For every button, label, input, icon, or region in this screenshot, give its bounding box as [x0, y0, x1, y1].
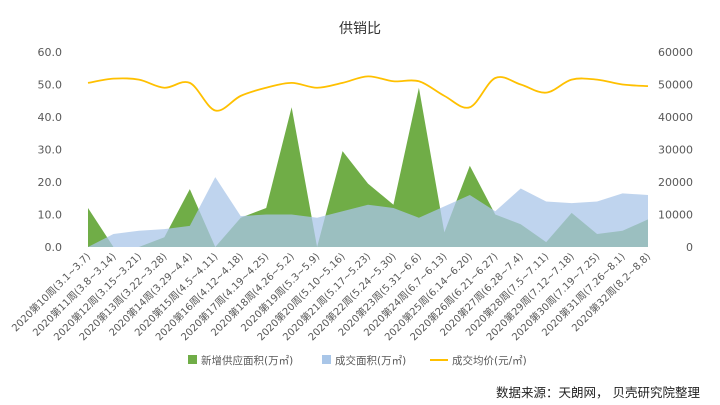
- left-tick-label: 20.0: [38, 176, 63, 189]
- series-2-point: [469, 194, 470, 195]
- series-1-point: [215, 246, 216, 247]
- series-2-area: [88, 177, 648, 247]
- series-2-point: [596, 201, 597, 202]
- series-3-point: [571, 79, 572, 80]
- lines-layer: [87, 75, 649, 112]
- x-axis: 2020第10周(3.1~3.7)2020第11周(3.8~3.14)2020第…: [9, 250, 653, 343]
- series-1-point: [113, 246, 114, 247]
- series-3-point: [189, 82, 190, 83]
- right-tick-label: 40000: [658, 111, 693, 124]
- left-tick-label: 10.0: [38, 209, 63, 222]
- right-axis: 0 10000 20000 30000 40000 50000 60000: [658, 46, 693, 254]
- series-2-point: [215, 177, 216, 178]
- series-3-point: [520, 84, 521, 85]
- left-tick-label: 0.0: [45, 241, 63, 254]
- series-3-point: [418, 81, 419, 82]
- series-2-point: [316, 217, 317, 218]
- series-3-point: [215, 110, 216, 111]
- series-3-point: [113, 78, 114, 79]
- series-1-point: [342, 151, 343, 152]
- series-3-point: [291, 82, 292, 83]
- right-tick-label: 10000: [658, 209, 693, 222]
- series-2-point: [495, 211, 496, 212]
- series-2-point: [164, 229, 165, 230]
- chart-title: 供销比: [339, 21, 381, 37]
- series-2-point: [647, 194, 648, 195]
- series-2-point: [393, 207, 394, 208]
- series-3-line: [87, 75, 649, 112]
- left-tick-label: 30.0: [38, 144, 63, 157]
- series-3-point: [240, 95, 241, 96]
- legend-label: 成交均价(元/㎡): [452, 354, 527, 367]
- series-2-point: [444, 206, 445, 207]
- series-3-point: [87, 82, 88, 83]
- series-1-point: [418, 87, 419, 88]
- series-1-point: [266, 207, 267, 208]
- series-3-point: [164, 87, 165, 88]
- legend-label: 新增供应面积(万㎡): [201, 354, 293, 367]
- series-3-point: [469, 107, 470, 108]
- series-2-point: [520, 188, 521, 189]
- series-1-point: [164, 237, 165, 238]
- series-1-point: [367, 183, 368, 184]
- series-1-point: [316, 246, 317, 247]
- series-1-point: [87, 207, 88, 208]
- series-2-point: [138, 230, 139, 231]
- right-tick-label: 0: [686, 241, 693, 254]
- areas-layer: [88, 87, 648, 247]
- series-1-point: [469, 165, 470, 166]
- series-2-point: [546, 201, 547, 202]
- series-3-point: [495, 77, 496, 78]
- legend-swatch: [322, 355, 331, 364]
- right-tick-label: 20000: [658, 176, 693, 189]
- right-tick-label: 60000: [658, 46, 693, 59]
- series-3-point: [393, 81, 394, 82]
- series-1-point: [495, 214, 496, 215]
- left-tick-label: 60.0: [38, 46, 63, 59]
- series-3-point: [546, 92, 547, 93]
- series-2-point: [189, 225, 190, 226]
- series-1-point: [622, 230, 623, 231]
- left-axis: 0.0 10.0 20.0 30.0 40.0 50.0 60.0: [38, 46, 63, 254]
- series-1-point: [444, 232, 445, 233]
- series-1-point: [520, 224, 521, 225]
- series-2-point: [622, 193, 623, 194]
- series-1-point: [596, 233, 597, 234]
- legend: 新增供应面积(万㎡) 成交面积(万㎡) 成交均价(元/㎡): [188, 354, 527, 367]
- series-3-point: [444, 95, 445, 96]
- series-2-point: [113, 233, 114, 234]
- series-2-point: [291, 214, 292, 215]
- series-1-point: [393, 204, 394, 205]
- series-1-point: [138, 246, 139, 247]
- series-2-point: [571, 203, 572, 204]
- series-3-point: [266, 87, 267, 88]
- series-2-point: [87, 246, 88, 247]
- series-3-point: [316, 87, 317, 88]
- series-1-point: [546, 242, 547, 243]
- series-2-point: [342, 211, 343, 212]
- series-3-point: [138, 79, 139, 80]
- series-1-point: [571, 212, 572, 213]
- series-3-point: [647, 86, 648, 87]
- right-tick-label: 30000: [658, 144, 693, 157]
- series-1-point: [189, 189, 190, 190]
- legend-label: 成交面积(万㎡): [335, 354, 406, 367]
- left-tick-label: 40.0: [38, 111, 63, 124]
- series-1-point: [240, 217, 241, 218]
- series-2-point: [266, 214, 267, 215]
- series-3-point: [367, 76, 368, 77]
- right-tick-label: 50000: [658, 79, 693, 92]
- series-2-point: [240, 216, 241, 217]
- series-1-point: [647, 219, 648, 220]
- series-3-point: [596, 79, 597, 80]
- series-3-point: [342, 82, 343, 83]
- left-tick-label: 50.0: [38, 79, 63, 92]
- series-1-point: [291, 107, 292, 108]
- series-3-point: [622, 84, 623, 85]
- series-2-point: [418, 217, 419, 218]
- source-note: 数据来源：天朗网， 贝壳研究院整理: [496, 385, 700, 400]
- legend-swatch: [188, 355, 197, 364]
- series-2-point: [367, 204, 368, 205]
